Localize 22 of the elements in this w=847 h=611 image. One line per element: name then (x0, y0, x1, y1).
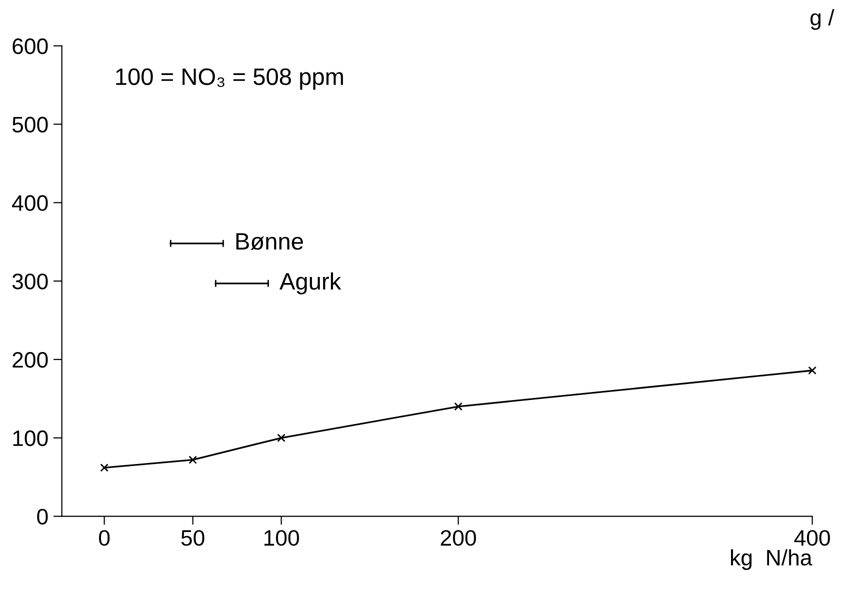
y-tick-label: 300 (12, 274, 48, 290)
x-tick-label: 400 (794, 530, 830, 546)
y-tick-label: 0 (37, 508, 48, 525)
annotation: Bønne (236, 233, 303, 250)
point (277, 434, 286, 442)
y-tick-label: 600 (12, 38, 48, 54)
x-axis-title: kg N/ha (731, 549, 812, 570)
y-tick-label: 400 (12, 195, 48, 211)
x-tick-label: 100 (264, 530, 299, 546)
x-tick-label: 0 (99, 530, 110, 546)
y-tick-label: 200 (12, 352, 48, 368)
annotation: Agurk (280, 272, 342, 294)
point (100, 464, 108, 472)
y-tick-label: 500 (12, 116, 48, 133)
x-tick-label: 50 (181, 530, 204, 546)
point (454, 402, 462, 411)
y-tick-label: 100 (13, 430, 48, 446)
text: g / (810, 9, 834, 30)
annotation: 100 = NO₃ = 508 ppm (116, 68, 343, 90)
point (188, 456, 197, 464)
point (808, 366, 816, 375)
x-tick-label: 200 (440, 530, 476, 546)
